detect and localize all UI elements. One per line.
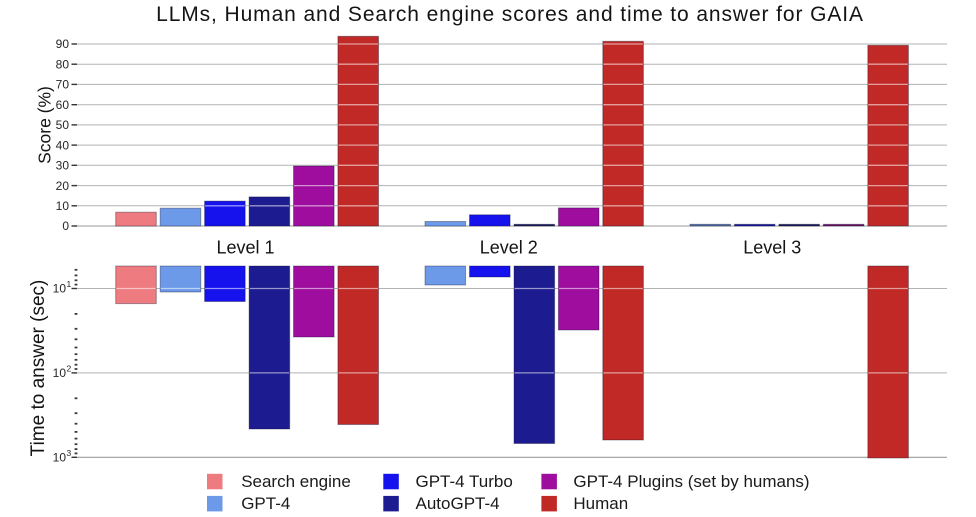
svg-text:10: 10 xyxy=(53,366,67,380)
svg-text:90: 90 xyxy=(56,37,70,51)
svg-text:10: 10 xyxy=(53,282,67,296)
svg-text:60: 60 xyxy=(56,98,70,112)
svg-text:Human: Human xyxy=(573,494,628,513)
svg-text:80: 80 xyxy=(56,57,70,71)
svg-text:Score (%): Score (%) xyxy=(35,86,55,164)
svg-text:Search engine: Search engine xyxy=(241,472,351,491)
svg-text:3: 3 xyxy=(67,448,72,458)
svg-text:LLMs, Human and Search engine: LLMs, Human and Search engine scores and… xyxy=(156,3,864,26)
svg-text:40: 40 xyxy=(56,138,70,152)
svg-text:30: 30 xyxy=(56,159,70,173)
svg-text:GPT-4: GPT-4 xyxy=(241,494,290,513)
svg-text:10: 10 xyxy=(53,451,67,465)
svg-text:0: 0 xyxy=(62,219,69,233)
svg-text:Level 1: Level 1 xyxy=(216,238,274,258)
svg-text:1: 1 xyxy=(67,279,72,289)
svg-text:AutoGPT-4: AutoGPT-4 xyxy=(416,494,500,513)
svg-text:20: 20 xyxy=(56,179,70,193)
svg-text:Level 3: Level 3 xyxy=(743,238,801,258)
svg-text:GPT-4 Turbo: GPT-4 Turbo xyxy=(416,472,513,491)
svg-text:2: 2 xyxy=(67,363,72,373)
svg-text:10: 10 xyxy=(56,199,70,213)
svg-text:Time to answer (sec): Time to answer (sec) xyxy=(28,280,49,457)
svg-text:Level 2: Level 2 xyxy=(480,238,538,258)
svg-text:GPT-4 Plugins (set by humans): GPT-4 Plugins (set by humans) xyxy=(573,472,809,491)
svg-text:50: 50 xyxy=(56,118,70,132)
svg-text:70: 70 xyxy=(56,78,70,92)
